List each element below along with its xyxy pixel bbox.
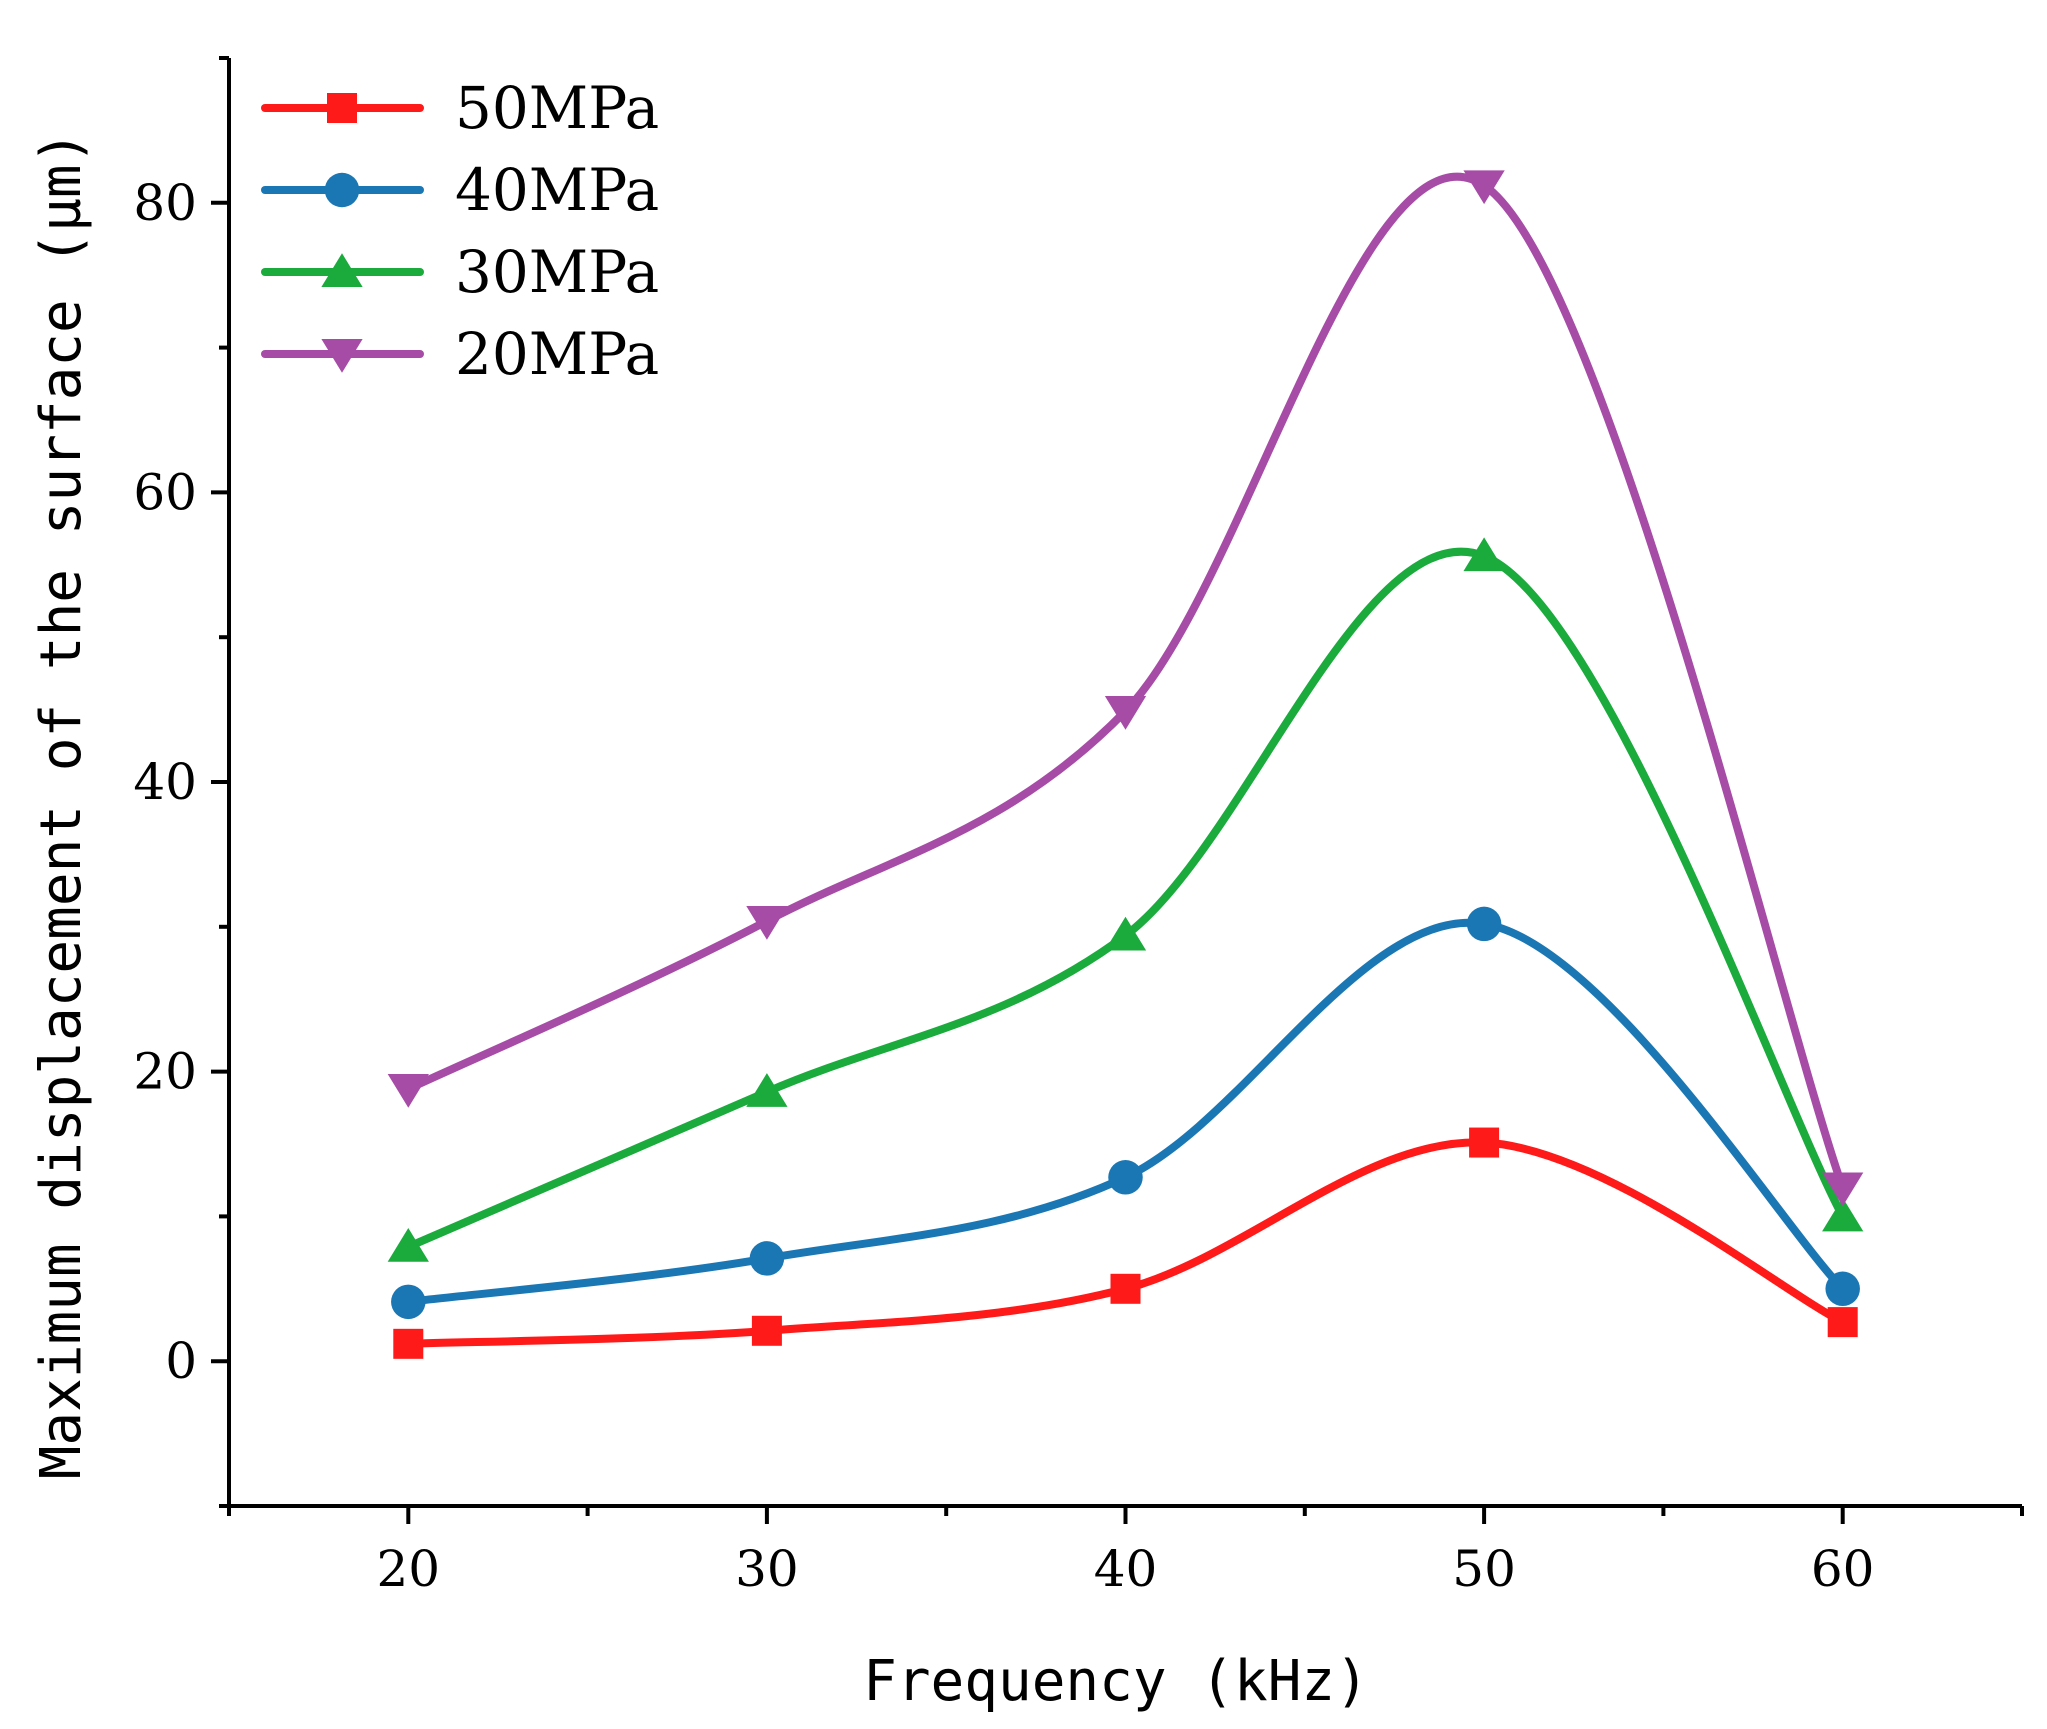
- data-point: [393, 1328, 424, 1359]
- legend-swatch-marker: [327, 93, 357, 123]
- data-point: [746, 906, 788, 940]
- data-point: [746, 1073, 788, 1107]
- series-layer: [387, 170, 1864, 1359]
- data-point: [1108, 1160, 1143, 1195]
- y-tick-label: 0: [165, 1332, 197, 1390]
- legend-item: 20MPa: [261, 320, 659, 388]
- legend-swatch-marker: [324, 172, 360, 208]
- legend-swatch-marker: [321, 253, 363, 287]
- axes: 20 30 40 50 60 0 20 40 60 80: [133, 56, 2024, 1598]
- data-point: [1463, 170, 1505, 205]
- legend-item: 30MPa: [261, 238, 659, 306]
- x-tick-label: 40: [1094, 1540, 1158, 1598]
- legend: 50MPa 40MPa 30MPa 20MPa: [261, 74, 659, 388]
- data-point: [1104, 696, 1147, 730]
- x-tick-label: 30: [735, 1540, 799, 1598]
- data-point: [1104, 916, 1147, 951]
- data-point: [1469, 1127, 1500, 1158]
- legend-item: 40MPa: [261, 156, 659, 224]
- data-point: [1463, 537, 1505, 572]
- legend-item: 50MPa: [261, 74, 659, 142]
- data-point: [387, 1073, 429, 1108]
- y-tick-label: 60: [133, 463, 197, 521]
- legend-label: 30MPa: [455, 238, 659, 306]
- y-tick-label: 20: [133, 1043, 197, 1101]
- data-point: [1825, 1271, 1860, 1307]
- series-40MPa: [391, 906, 1860, 1320]
- y-tick-label: 80: [133, 174, 197, 232]
- x-axis-title: Frequency (kHz): [863, 1649, 1369, 1714]
- x-tick-label: 60: [1811, 1540, 1875, 1598]
- series-line: [404, 547, 1847, 1251]
- series-50MPa: [393, 1127, 1858, 1359]
- data-point: [1466, 906, 1502, 942]
- x-tick-label: 50: [1452, 1540, 1516, 1598]
- data-point: [1110, 1273, 1141, 1304]
- series-line: [404, 172, 1847, 1192]
- y-axis-title: Maximum displacement of the surface (μm): [29, 131, 94, 1480]
- legend-swatch-marker: [321, 339, 363, 373]
- data-point: [387, 1228, 429, 1262]
- data-point: [391, 1284, 426, 1320]
- data-point: [751, 1315, 782, 1346]
- series-30MPa: [387, 537, 1864, 1262]
- x-tick-label: 20: [376, 1540, 440, 1598]
- data-point: [1822, 1172, 1864, 1207]
- y-tick-label: 40: [133, 753, 197, 811]
- legend-label: 20MPa: [455, 320, 659, 388]
- data-point: [1822, 1197, 1864, 1232]
- legend-label: 40MPa: [455, 156, 659, 224]
- series-line: [404, 918, 1847, 1306]
- data-point: [749, 1241, 785, 1276]
- data-point: [1827, 1307, 1858, 1338]
- legend-label: 50MPa: [455, 74, 659, 142]
- series-20MPa: [387, 170, 1864, 1207]
